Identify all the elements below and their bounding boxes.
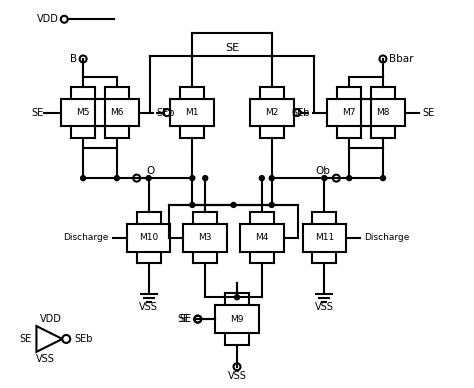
Text: M4: M4 <box>255 233 268 242</box>
Text: SEb: SEb <box>291 107 310 118</box>
Text: VSS: VSS <box>228 371 246 381</box>
Circle shape <box>259 176 264 180</box>
Text: B: B <box>70 54 77 64</box>
Text: SE: SE <box>19 334 31 344</box>
Text: M2: M2 <box>265 108 278 117</box>
Circle shape <box>190 203 195 208</box>
Text: SEb: SEb <box>156 107 175 118</box>
Text: SEb: SEb <box>74 334 93 344</box>
Circle shape <box>381 176 385 180</box>
Text: Discharge: Discharge <box>64 233 109 242</box>
Circle shape <box>146 176 151 180</box>
Text: M7: M7 <box>342 108 356 117</box>
Text: M5: M5 <box>76 108 90 117</box>
Text: VSS: VSS <box>36 354 55 364</box>
Circle shape <box>81 176 86 180</box>
Text: SE: SE <box>225 43 239 53</box>
Text: Ob: Ob <box>315 166 330 176</box>
Text: M3: M3 <box>199 233 212 242</box>
Circle shape <box>322 176 327 180</box>
Text: M9: M9 <box>230 315 244 324</box>
Text: M10: M10 <box>139 233 158 242</box>
Text: Discharge: Discharge <box>364 233 410 242</box>
Text: VDD: VDD <box>40 314 62 324</box>
Text: SE: SE <box>177 314 189 324</box>
Circle shape <box>269 203 274 208</box>
Circle shape <box>346 176 352 180</box>
Circle shape <box>235 295 239 300</box>
Text: SE: SE <box>423 107 435 118</box>
Text: O: O <box>146 166 155 176</box>
Text: M8: M8 <box>376 108 390 117</box>
Text: SE: SE <box>31 107 44 118</box>
Circle shape <box>203 176 208 180</box>
Text: VSS: VSS <box>139 302 158 312</box>
Text: M6: M6 <box>110 108 124 117</box>
Text: VSS: VSS <box>315 302 334 312</box>
Circle shape <box>114 176 119 180</box>
Text: Bbar: Bbar <box>389 54 413 64</box>
Circle shape <box>190 176 195 180</box>
Circle shape <box>231 203 236 208</box>
Text: SE: SE <box>179 314 191 324</box>
Text: M1: M1 <box>186 108 199 117</box>
Circle shape <box>269 176 274 180</box>
Text: M11: M11 <box>315 233 334 242</box>
Text: VDD: VDD <box>37 14 59 24</box>
